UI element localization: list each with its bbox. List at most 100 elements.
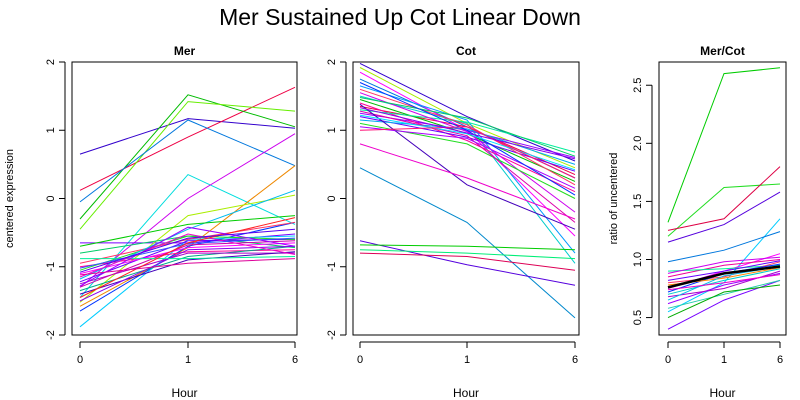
series-line-27 <box>79 217 296 298</box>
series-line-5 <box>667 231 781 263</box>
series-line-5 <box>359 62 576 162</box>
series-line-29 <box>359 252 576 271</box>
plot-frame <box>658 61 787 336</box>
series-line-30 <box>79 258 296 276</box>
y-axis: -2 -1 0 1 2 <box>326 59 347 340</box>
panel-title: Mer <box>174 44 196 58</box>
y-tick-label: -2 <box>45 330 57 340</box>
y-tick-label: 2.5 <box>632 78 644 93</box>
series-line-19 <box>359 97 576 157</box>
series-line-2 <box>79 94 296 220</box>
series-line-8 <box>667 268 781 295</box>
series-line-9 <box>359 102 576 193</box>
series-line-25 <box>79 233 296 278</box>
x-tick-label: 1 <box>721 354 727 366</box>
series-group <box>79 86 296 328</box>
series-line-17 <box>667 284 781 319</box>
series-line-21 <box>359 82 576 196</box>
series-line-20 <box>79 221 296 264</box>
series-line-3 <box>359 85 576 254</box>
series-line-24 <box>359 107 576 160</box>
x-tick-label: 0 <box>665 354 671 366</box>
series-line-1 <box>667 183 781 237</box>
panel-1: Cot 0 1 6 Hour -2 -1 0 1 2 <box>326 44 580 400</box>
series-line-15 <box>667 279 781 309</box>
y-tick-label: 0 <box>326 195 338 201</box>
series-line-24 <box>80 256 296 260</box>
series-line-2 <box>667 166 781 231</box>
series-line-23 <box>359 126 576 179</box>
series-line-26 <box>359 240 576 286</box>
series-line-6 <box>79 133 296 288</box>
series-line-13 <box>79 249 296 268</box>
y-axis-label: centered expression <box>4 149 16 248</box>
series-line-14 <box>359 88 576 186</box>
y-tick-label: 1 <box>45 127 57 133</box>
series-group <box>667 67 781 330</box>
panel-title: Mer/Cot <box>700 44 745 58</box>
series-line-20 <box>359 143 576 220</box>
plot-frame <box>352 61 580 336</box>
series-line-9 <box>667 259 781 278</box>
series-line-16 <box>667 256 781 274</box>
series-line-16 <box>359 110 576 223</box>
series-line-15 <box>359 119 576 165</box>
series-line-12 <box>359 92 576 213</box>
y-tick-label: -1 <box>326 262 338 272</box>
series-line-19 <box>79 251 296 295</box>
y-tick-label: 2.0 <box>632 136 644 151</box>
series-line-25 <box>359 167 576 319</box>
y-axis: 0.5 1.0 1.5 2.0 2.5 <box>632 78 653 325</box>
panel-title: Cot <box>456 44 476 58</box>
x-axis: 0 1 6 <box>665 341 783 366</box>
series-line-3 <box>667 191 781 243</box>
series-line-11 <box>79 221 296 312</box>
y-tick-label: 0.5 <box>632 310 644 325</box>
series-line-10 <box>359 109 576 153</box>
y-axis-label: ratio of uncentered <box>608 153 620 245</box>
panel-2: Mer/Cot 0 1 6 Hour 0.5 1.0 1.5 2.0 2.5 ratio of un… <box>608 44 787 400</box>
series-group <box>359 62 576 319</box>
y-tick-label: -1 <box>45 262 57 272</box>
plot-frame <box>71 61 298 336</box>
series-line-28 <box>359 249 576 260</box>
series-line-21 <box>667 274 781 291</box>
y-tick-label: 1 <box>326 127 338 133</box>
series-line-29 <box>79 215 296 247</box>
y-tick-label: -2 <box>326 330 338 340</box>
series-line-1 <box>79 86 296 191</box>
x-tick-label: 6 <box>292 354 298 366</box>
y-axis: -2 -1 0 1 2 <box>45 59 66 340</box>
y-tick-label: 2 <box>45 59 57 65</box>
x-tick-label: 1 <box>464 354 470 366</box>
x-tick-label: 6 <box>572 354 578 366</box>
series-line-28 <box>79 226 296 287</box>
x-tick-label: 0 <box>357 354 363 366</box>
series-line-22 <box>667 265 781 289</box>
series-line-4 <box>79 119 296 203</box>
x-axis-label: Hour <box>171 386 197 400</box>
x-tick-label: 6 <box>777 354 783 366</box>
series-line-27 <box>359 244 576 251</box>
panel-0: Mer 0 1 6 Hour -2 -1 0 1 2 centered expression <box>4 44 298 400</box>
series-line-3 <box>79 101 296 230</box>
series-line-0 <box>667 67 781 223</box>
y-tick-label: 1.5 <box>632 194 644 209</box>
x-tick-label: 1 <box>185 354 191 366</box>
x-tick-label: 0 <box>77 354 83 366</box>
series-line-5 <box>79 173 296 298</box>
main-title: Mer Sustained Up Cot Linear Down <box>219 4 581 30</box>
series-line-22 <box>359 114 576 171</box>
series-line-22 <box>79 240 296 288</box>
series-line-19 <box>667 260 781 281</box>
y-tick-label: 1.0 <box>632 252 644 267</box>
x-axis-label: Hour <box>709 386 735 400</box>
x-axis: 0 1 6 <box>357 341 578 366</box>
series-line-18 <box>359 126 576 189</box>
x-axis-label: Hour <box>453 386 479 400</box>
series-line-31 <box>79 228 296 273</box>
series-line-16 <box>79 242 296 275</box>
series-line-0 <box>79 118 296 155</box>
